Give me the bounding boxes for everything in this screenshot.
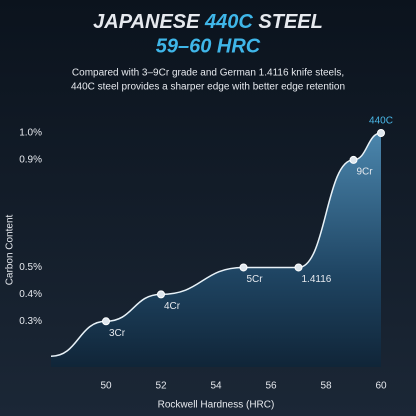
point-marker — [102, 317, 110, 326]
point-marker — [349, 155, 358, 164]
x-tick-label: 58 — [320, 381, 332, 392]
point-label: 4Cr — [164, 301, 181, 312]
point-label: 1.4116 — [302, 274, 332, 285]
y-tick-label: 0.5% — [19, 262, 42, 273]
y-axis-label: Carbon Content — [5, 214, 16, 285]
point-label: 5Cr — [247, 274, 264, 285]
point-label: 9Cr — [357, 167, 374, 178]
title-highlight: 440C — [204, 11, 253, 33]
description-line: 440C steel provides a sharper edge with … — [71, 82, 345, 93]
subtitle: 59–60 HRC — [156, 35, 261, 57]
description-line: Compared with 3–9Cr grade and German 1.4… — [72, 68, 344, 79]
point-marker — [157, 290, 165, 299]
point-marker — [377, 129, 385, 137]
point-marker — [294, 263, 303, 272]
y-tick-label: 0.9% — [19, 155, 42, 166]
y-tick-label: 1.0% — [19, 128, 42, 139]
point-label: 440C — [369, 116, 393, 127]
y-tick-label: 0.3% — [19, 316, 42, 327]
x-tick-label: 60 — [375, 381, 387, 392]
x-tick-label: 56 — [265, 381, 277, 392]
title: JAPANESE 440C STEEL — [93, 11, 323, 33]
y-tick-label: 0.4% — [19, 289, 42, 300]
x-axis-label: Rockwell Hardness (HRC) — [158, 400, 275, 411]
point-label: 3Cr — [109, 328, 126, 339]
x-tick-label: 52 — [155, 381, 167, 392]
title-lead: JAPANESE — [93, 11, 200, 33]
title-tail: STEEL — [258, 11, 322, 33]
x-tick-label: 54 — [210, 381, 222, 392]
point-marker — [239, 263, 248, 272]
x-tick-label: 50 — [100, 381, 112, 392]
